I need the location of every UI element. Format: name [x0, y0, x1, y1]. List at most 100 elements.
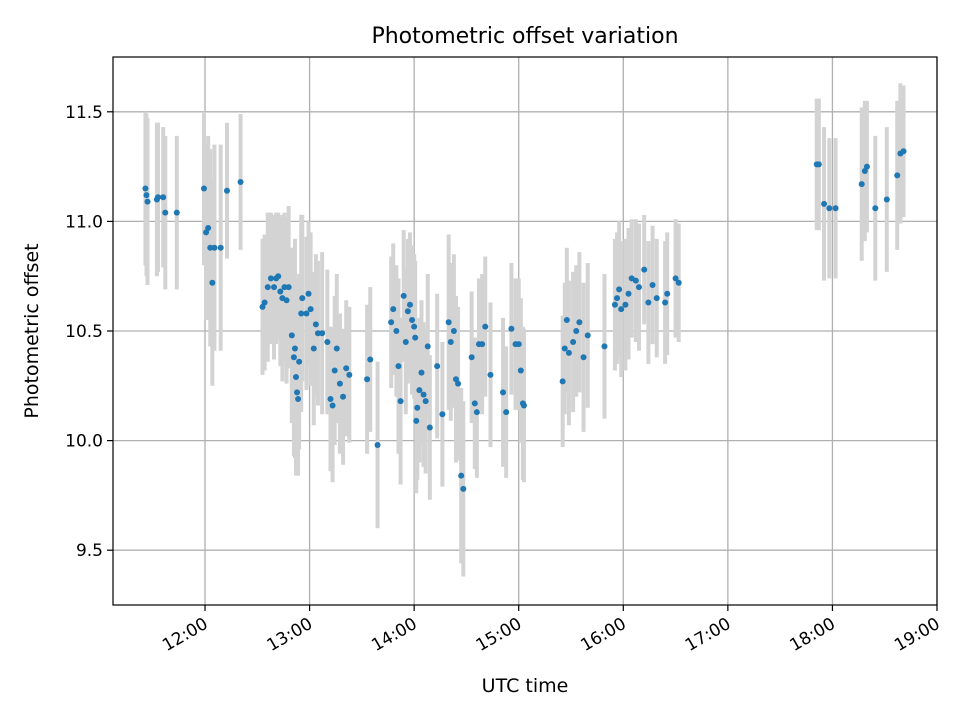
data-point — [173, 209, 180, 216]
data-point — [294, 389, 301, 396]
y-tick-label: 9.5 — [76, 541, 103, 561]
data-point — [275, 273, 282, 280]
data-point — [290, 354, 297, 361]
data-point — [261, 299, 268, 306]
data-point — [570, 338, 577, 345]
data-point — [364, 376, 371, 383]
data-point — [508, 325, 515, 332]
data-point — [900, 148, 907, 155]
data-point — [482, 323, 489, 330]
y-tick-label: 10.5 — [65, 322, 103, 342]
data-point — [412, 334, 419, 341]
x-axis-label: UTC time — [482, 675, 569, 697]
data-point — [559, 378, 566, 385]
data-point — [616, 286, 623, 293]
data-point — [414, 404, 421, 411]
data-point — [611, 301, 618, 308]
data-point — [520, 402, 527, 409]
data-point — [160, 194, 167, 201]
data-point — [346, 371, 353, 378]
data-point — [664, 290, 671, 297]
data-point — [632, 277, 639, 284]
data-point — [479, 341, 486, 348]
data-point — [883, 196, 890, 203]
data-point — [584, 332, 591, 339]
data-point — [388, 319, 395, 326]
data-point — [565, 349, 572, 356]
data-point — [374, 441, 381, 448]
data-point — [471, 400, 478, 407]
data-point — [237, 178, 244, 185]
data-point — [418, 369, 425, 376]
data-point — [563, 317, 570, 324]
data-point — [439, 411, 446, 418]
data-point — [305, 290, 312, 297]
data-point — [422, 398, 429, 405]
data-point — [404, 308, 411, 315]
data-point — [296, 358, 303, 365]
data-point — [324, 338, 331, 345]
y-tick-label: 11.5 — [65, 103, 103, 123]
data-point — [573, 328, 580, 334]
data-point — [450, 328, 457, 334]
data-point — [200, 185, 207, 192]
data-point — [209, 279, 216, 286]
data-point — [281, 284, 288, 291]
point-layer — [142, 148, 907, 492]
data-point — [336, 380, 343, 387]
data-point — [580, 354, 587, 361]
data-point — [142, 185, 149, 192]
data-point — [561, 345, 568, 352]
data-point — [420, 391, 427, 398]
data-point — [653, 295, 660, 302]
data-point — [267, 275, 274, 282]
data-point — [858, 181, 865, 188]
data-point — [143, 192, 150, 199]
data-point — [340, 393, 347, 400]
data-point — [144, 198, 151, 205]
data-point — [487, 371, 494, 378]
data-point — [223, 187, 230, 194]
data-point — [400, 292, 407, 299]
data-point — [426, 424, 433, 431]
data-point — [211, 244, 218, 251]
data-point — [863, 163, 870, 170]
data-point — [832, 205, 839, 212]
data-point — [312, 321, 319, 328]
data-point — [821, 200, 828, 207]
data-point — [641, 266, 648, 273]
data-point — [635, 284, 642, 291]
data-point — [271, 284, 278, 291]
data-point — [625, 290, 632, 297]
data-point — [310, 345, 317, 352]
data-point — [622, 301, 629, 308]
data-point — [434, 363, 441, 370]
data-point — [815, 161, 822, 168]
data-point — [826, 205, 833, 212]
data-point — [264, 284, 271, 291]
data-point — [397, 398, 404, 405]
data-point — [217, 244, 224, 251]
data-point — [319, 330, 326, 337]
y-axis-label: Photometric offset — [21, 243, 43, 418]
data-point — [460, 485, 467, 492]
data-point — [675, 279, 682, 286]
data-point — [393, 328, 400, 334]
data-point — [307, 306, 314, 313]
data-point — [468, 354, 475, 361]
data-point — [662, 299, 669, 306]
data-point — [343, 365, 350, 372]
data-point — [424, 343, 431, 350]
data-point — [614, 295, 621, 302]
data-point — [406, 301, 413, 308]
data-point — [298, 310, 305, 317]
data-point — [288, 332, 295, 339]
y-tick-label: 10.0 — [65, 432, 103, 452]
data-point — [645, 299, 652, 306]
data-point — [402, 338, 409, 345]
data-point — [576, 319, 583, 326]
data-point — [283, 297, 290, 304]
data-point — [503, 409, 510, 416]
data-point — [333, 345, 340, 352]
